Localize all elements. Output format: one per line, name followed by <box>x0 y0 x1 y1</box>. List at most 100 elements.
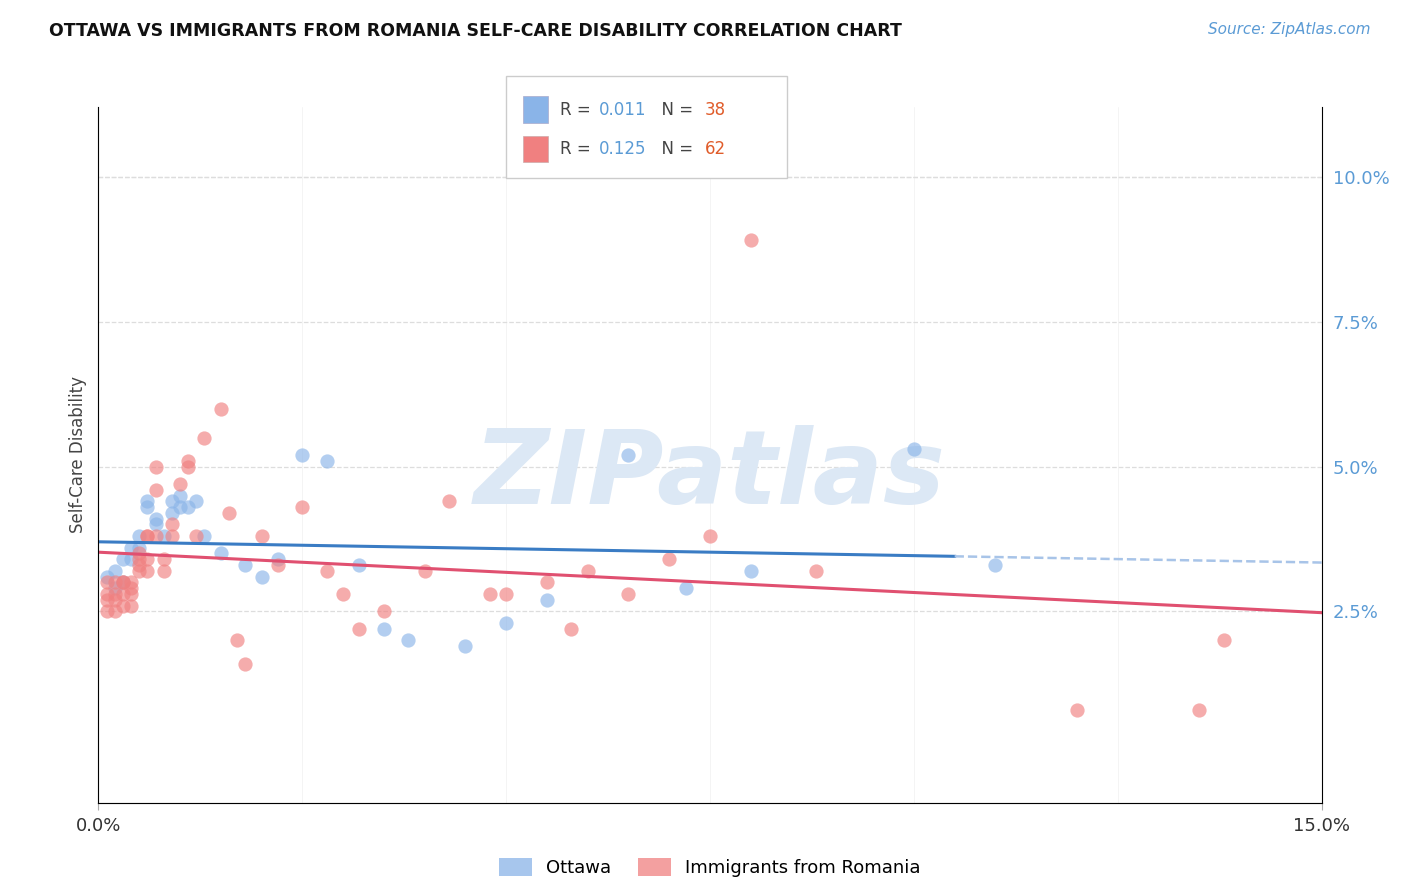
Point <box>152 552 174 566</box>
Point <box>218 506 240 520</box>
Point <box>536 592 558 607</box>
Legend: Ottawa, Immigrants from Romania: Ottawa, Immigrants from Romania <box>492 850 928 884</box>
Text: 62: 62 <box>704 140 725 158</box>
Point <box>136 500 159 514</box>
Point <box>145 529 167 543</box>
Point <box>413 564 436 578</box>
Point <box>128 552 150 566</box>
Point <box>804 564 827 578</box>
Point <box>145 511 167 525</box>
Point <box>136 552 159 566</box>
Point <box>169 489 191 503</box>
Point <box>291 500 314 514</box>
Text: Source: ZipAtlas.com: Source: ZipAtlas.com <box>1208 22 1371 37</box>
Text: N =: N = <box>651 140 699 158</box>
Point <box>111 575 134 590</box>
Point <box>315 564 337 578</box>
Point <box>617 587 640 601</box>
Point <box>120 541 142 555</box>
Point <box>111 599 134 613</box>
Point <box>267 558 290 573</box>
Point <box>291 448 314 462</box>
Point <box>209 546 232 561</box>
Point <box>128 564 150 578</box>
Point <box>209 401 232 416</box>
Point <box>478 587 501 601</box>
Point <box>120 575 142 590</box>
Point <box>267 552 290 566</box>
Point <box>177 453 200 467</box>
Point <box>315 453 337 467</box>
Point <box>120 582 142 596</box>
Point <box>373 622 395 636</box>
Point <box>111 575 134 590</box>
Point <box>145 459 167 474</box>
Point <box>96 587 118 601</box>
Point <box>193 431 215 445</box>
Point <box>104 587 127 601</box>
Point <box>740 564 762 578</box>
Point <box>136 529 159 543</box>
Text: 0.011: 0.011 <box>599 101 647 119</box>
Point <box>111 552 134 566</box>
Point <box>104 582 127 596</box>
Text: OTTAWA VS IMMIGRANTS FROM ROMANIA SELF-CARE DISABILITY CORRELATION CHART: OTTAWA VS IMMIGRANTS FROM ROMANIA SELF-C… <box>49 22 903 40</box>
Point <box>658 552 681 566</box>
Point <box>136 494 159 508</box>
Point <box>617 448 640 462</box>
Point <box>96 575 118 590</box>
Point <box>1212 633 1234 648</box>
Text: 38: 38 <box>704 101 725 119</box>
Point <box>169 476 191 491</box>
Point <box>152 529 174 543</box>
Point <box>96 605 118 619</box>
Point <box>160 494 183 508</box>
Point <box>120 587 142 601</box>
Point <box>560 622 582 636</box>
Point <box>396 633 419 648</box>
Point <box>111 587 134 601</box>
Point <box>104 605 127 619</box>
Point <box>226 633 249 648</box>
Point <box>349 558 371 573</box>
Point <box>349 622 371 636</box>
Point <box>128 558 150 573</box>
Point <box>495 587 517 601</box>
Point <box>177 459 200 474</box>
Point <box>160 517 183 532</box>
Point <box>1066 703 1088 717</box>
Y-axis label: Self-Care Disability: Self-Care Disability <box>69 376 87 533</box>
Point <box>233 558 256 573</box>
Point <box>699 529 721 543</box>
Point <box>160 506 183 520</box>
Point <box>111 575 134 590</box>
Point <box>454 639 477 653</box>
Point <box>1188 703 1211 717</box>
Point <box>169 500 191 514</box>
Point <box>740 233 762 247</box>
Point <box>145 483 167 497</box>
Point <box>136 529 159 543</box>
Point <box>373 605 395 619</box>
Point <box>145 517 167 532</box>
Point <box>177 500 200 514</box>
Point <box>128 546 150 561</box>
Point <box>250 570 273 584</box>
Point <box>104 575 127 590</box>
Point <box>96 570 118 584</box>
Point <box>160 529 183 543</box>
Point <box>120 599 142 613</box>
Point <box>104 592 127 607</box>
Point <box>233 657 256 671</box>
Point <box>536 575 558 590</box>
Point <box>675 582 697 596</box>
Point <box>128 529 150 543</box>
Point <box>576 564 599 578</box>
Text: R =: R = <box>560 140 596 158</box>
Point <box>903 442 925 457</box>
Point <box>152 564 174 578</box>
Point <box>250 529 273 543</box>
Text: 0.125: 0.125 <box>599 140 647 158</box>
Point <box>984 558 1007 573</box>
Point <box>128 541 150 555</box>
